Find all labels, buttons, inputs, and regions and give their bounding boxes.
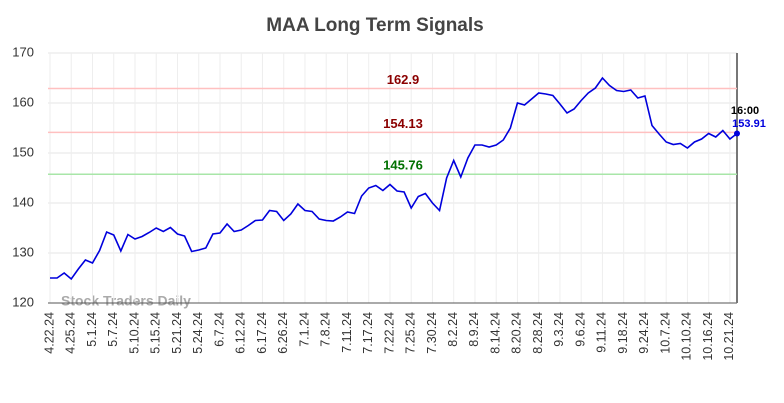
x-tick-label: 7.8.24 — [319, 312, 333, 347]
x-tick-label: 10.10.24 — [680, 312, 694, 361]
y-tick-label: 150 — [12, 144, 34, 159]
x-tick-label: 10.16.24 — [701, 312, 715, 361]
x-tick-label: 6.26.24 — [276, 312, 290, 354]
x-tick-label: 5.15.24 — [149, 312, 163, 354]
last-value: 153.91 — [732, 118, 766, 130]
y-tick-label: 130 — [12, 244, 34, 259]
x-tick-label: 6.12.24 — [234, 312, 248, 354]
x-tick-label: 5.21.24 — [170, 312, 184, 354]
x-tick-label: 8.2.24 — [446, 312, 460, 347]
y-tick-label: 170 — [12, 44, 34, 59]
x-tick-label: 7.17.24 — [361, 312, 375, 354]
y-tick-label: 120 — [12, 294, 34, 309]
x-tick-label: 8.9.24 — [467, 312, 481, 347]
x-tick-label: 5.1.24 — [85, 312, 99, 347]
watermark: Stock Traders Daily — [61, 293, 191, 309]
x-tick-label: 9.3.24 — [552, 312, 566, 347]
x-tick-label: 8.20.24 — [510, 312, 524, 354]
x-tick-label: 4.22.24 — [42, 312, 56, 354]
last-time: 16:00 — [731, 105, 759, 117]
x-tick-label: 5.24.24 — [191, 312, 205, 354]
x-tick-label: 9.18.24 — [616, 312, 630, 354]
x-tick-label: 5.7.24 — [106, 312, 120, 347]
x-tick-label: 9.11.24 — [595, 312, 609, 353]
x-tick-label: 7.1.24 — [297, 312, 311, 347]
y-tick-label: 160 — [12, 94, 34, 109]
chart-title: MAA Long Term Signals — [266, 15, 483, 36]
last-point — [734, 130, 740, 137]
level-label: 145.76 — [383, 158, 423, 173]
level-label: 154.13 — [383, 116, 423, 131]
x-tick-label: 5.10.24 — [127, 312, 141, 354]
x-tick-label: 4.25.24 — [64, 312, 78, 354]
x-tick-label: 7.25.24 — [404, 312, 418, 354]
x-tick-label: 9.24.24 — [637, 312, 651, 354]
x-tick-label: 10.21.24 — [722, 312, 736, 361]
x-tick-label: 10.7.24 — [658, 312, 672, 354]
x-tick-label: 9.6.24 — [573, 312, 587, 347]
x-tick-label: 7.30.24 — [425, 312, 439, 354]
price-line — [50, 76, 738, 281]
x-tick-label: 7.22.24 — [382, 312, 396, 354]
x-tick-label: 6.17.24 — [255, 312, 269, 354]
level-label: 162.9 — [387, 72, 420, 87]
y-tick-label: 140 — [12, 194, 34, 209]
x-tick-label: 6.7.24 — [212, 312, 226, 347]
x-tick-label: 7.11.24 — [340, 312, 354, 353]
x-tick-label: 8.14.24 — [488, 312, 502, 354]
x-tick-label: 8.28.24 — [531, 312, 545, 354]
